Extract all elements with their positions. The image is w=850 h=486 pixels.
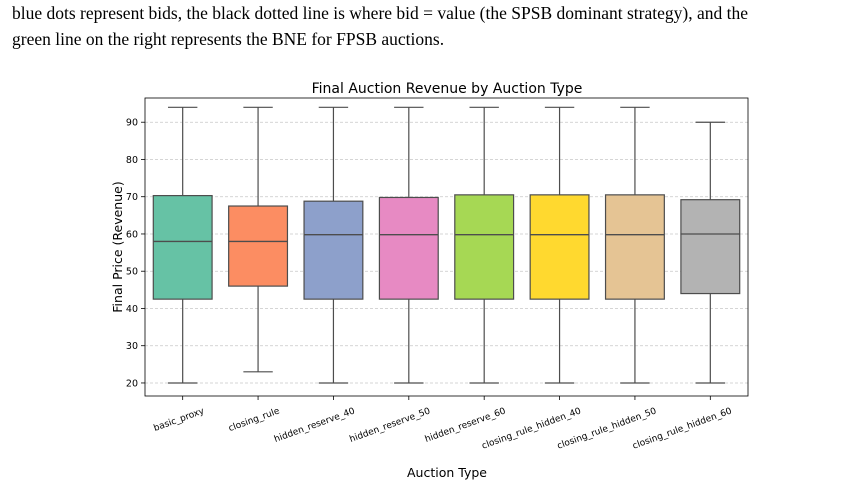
y-tick-label: 20	[126, 378, 138, 389]
box-hidden_reserve_40	[303, 106, 364, 384]
box-body	[604, 194, 665, 300]
y-tick-label: 60	[126, 229, 138, 240]
plot-frame	[144, 97, 749, 397]
chart-title: Final Auction Revenue by Auction Type	[312, 81, 583, 97]
box-body	[152, 194, 213, 300]
box-hidden_reserve_60	[454, 106, 515, 384]
box-body	[303, 200, 364, 300]
caption-line-2: green line on the right represents the B…	[12, 29, 445, 49]
y-axis-label: Final Price (Revenue)	[110, 181, 125, 312]
boxes	[152, 106, 741, 384]
box-closing_rule_hidden_40	[529, 106, 590, 384]
box-basic_proxy	[152, 106, 213, 384]
x-axis-label: Auction Type	[407, 465, 487, 480]
box-hidden_reserve_50	[378, 106, 439, 384]
x-tick-label: hidden_reserve_50	[348, 406, 432, 445]
x-tick-label: closing_rule	[227, 406, 281, 434]
y-tick-label: 50	[126, 267, 138, 278]
y-tick-label: 90	[126, 118, 138, 129]
x-tick-label: hidden_reserve_40	[273, 406, 357, 445]
caption-line-1: blue dots represent bids, the black dott…	[12, 3, 748, 23]
box-closing_rule_hidden_50	[604, 106, 665, 384]
y-tick-label: 70	[126, 192, 138, 203]
box-body	[454, 194, 515, 300]
y-tick-label: 30	[126, 341, 138, 352]
box-closing_rule	[228, 106, 289, 373]
x-ticks: basic_proxy closing_rulehidden_reserve_40…	[153, 396, 734, 452]
box-body	[680, 199, 741, 295]
caption-text: blue dots represent bids, the black dott…	[12, 0, 842, 52]
box-body	[228, 205, 289, 287]
x-tick-label: basic_proxy	[153, 406, 207, 434]
box-body	[529, 194, 590, 300]
y-tick-label: 40	[126, 304, 138, 315]
box-closing_rule_hidden_60	[680, 121, 741, 384]
y-ticks: 20 30 40 50 60 70 80 90	[126, 118, 145, 389]
y-tick-label: 80	[126, 155, 138, 166]
box-body	[378, 196, 439, 300]
